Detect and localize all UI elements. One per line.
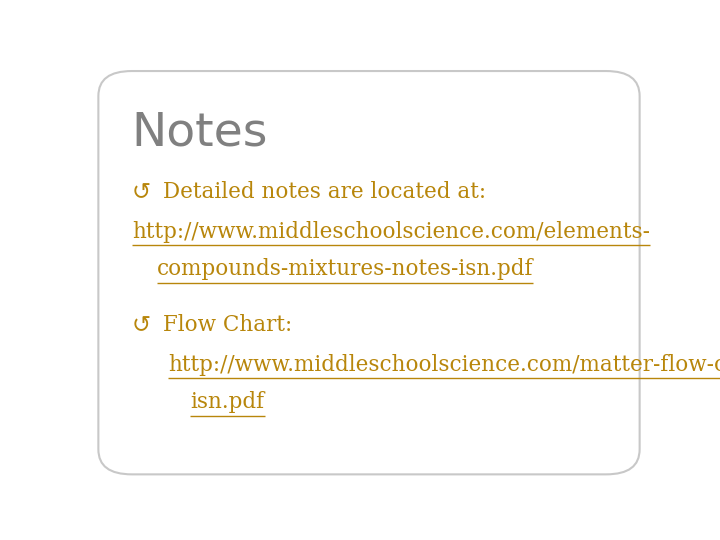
Text: ↺: ↺: [132, 181, 151, 204]
FancyBboxPatch shape: [99, 71, 639, 474]
Text: Notes: Notes: [132, 111, 269, 156]
Text: http://www.middleschoolscience.com/matter-flow-chart-: http://www.middleschoolscience.com/matte…: [168, 354, 720, 376]
Text: compounds-mixtures-notes-isn.pdf: compounds-mixtures-notes-isn.pdf: [157, 258, 534, 280]
Text: http://www.middleschoolscience.com/elements-: http://www.middleschoolscience.com/eleme…: [132, 221, 650, 242]
Text: ↺: ↺: [132, 314, 151, 338]
Text: Flow Chart:: Flow Chart:: [163, 314, 292, 336]
Text: isn.pdf: isn.pdf: [190, 391, 264, 413]
Text: Detailed notes are located at:: Detailed notes are located at:: [163, 181, 486, 203]
